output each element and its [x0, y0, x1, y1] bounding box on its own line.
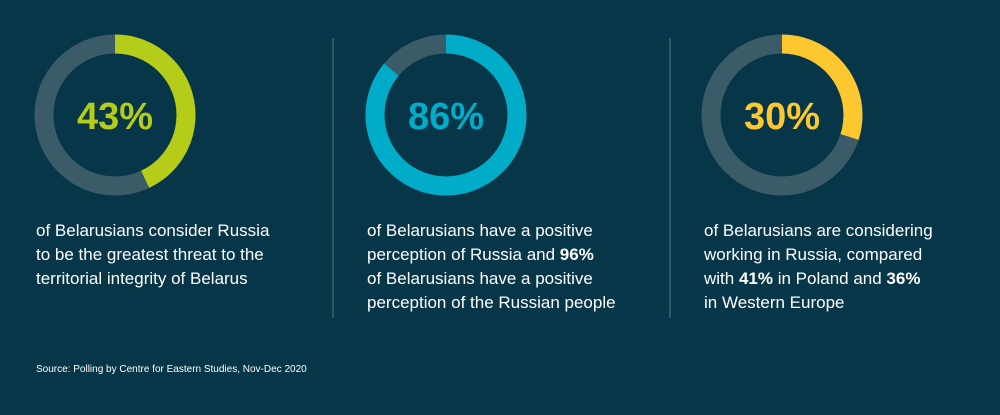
caption-line: working in Russia, compared [703, 245, 922, 264]
percent-label: 30% [744, 96, 820, 138]
source-note: Source: Polling by Centre for Eastern St… [36, 364, 307, 375]
caption-text: in Poland and [773, 269, 886, 288]
caption-line: to be the greatest threat to the [36, 245, 264, 264]
caption-text: to be the greatest threat to the [36, 245, 264, 264]
caption-text: with [703, 269, 739, 288]
caption-bold: 41% [739, 269, 773, 288]
caption-line: perception of Russia and 96% [367, 245, 594, 264]
caption-text: perception of Russia and [367, 245, 560, 264]
caption-text: of Belarusians are considering [704, 221, 933, 240]
caption-line: of Belarusians consider Russia [36, 221, 270, 240]
caption-text: working in Russia, compared [703, 245, 922, 264]
donut-arc [365, 34, 527, 196]
caption-text: of Belarusians consider Russia [36, 221, 270, 240]
caption-line: in Western Europe [704, 293, 844, 312]
caption-line: of Belarusians have a positive [367, 269, 593, 288]
caption-text: in Western Europe [704, 293, 844, 312]
caption-text: of Belarusians have a positive [367, 221, 593, 240]
caption-line: of Belarusians have a positive [367, 221, 593, 240]
percent-label: 86% [408, 96, 484, 138]
percent-label: 43% [77, 96, 153, 138]
caption-bold: 96% [560, 245, 594, 264]
caption-line: perception of the Russian people [367, 293, 616, 312]
caption-text: of Belarusians have a positive [367, 269, 593, 288]
caption-line: with 41% in Poland and 36% [703, 269, 920, 288]
caption-line: of Belarusians are considering [704, 221, 933, 240]
caption-bold: 36% [886, 269, 920, 288]
donut-arc [701, 34, 863, 196]
caption-text: perception of the Russian people [367, 293, 616, 312]
caption-text: territorial integrity of Belarus [36, 269, 248, 288]
caption-line: territorial integrity of Belarus [36, 269, 248, 288]
donut-arc [34, 34, 196, 196]
